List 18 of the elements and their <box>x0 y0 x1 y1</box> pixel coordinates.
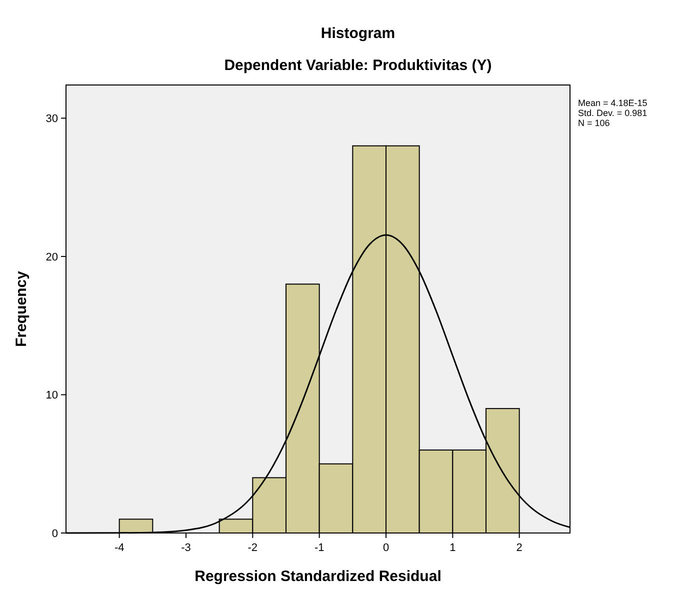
x-axis-title: Regression Standardized Residual <box>194 568 442 585</box>
x-tick-label: -4 <box>114 542 124 554</box>
y-tick-label: 20 <box>46 251 58 264</box>
x-tick-label: -3 <box>181 542 191 554</box>
y-axis-title: Frequency <box>13 270 30 347</box>
chart-subtitle: Dependent Variable: Produktivitas (Y) <box>224 57 492 74</box>
text: Mean = 4.18E-15 <box>578 98 648 108</box>
y-tick-label: 0 <box>52 528 58 540</box>
y-tick-label: 30 <box>46 113 58 126</box>
x-tick-label: 0 <box>382 542 390 554</box>
x-tick-label: 2 <box>516 542 522 554</box>
y-tick-label: 10 <box>46 390 58 402</box>
text: N = 106 <box>578 118 610 128</box>
text: Std. Dev. = 0.981 <box>578 108 648 118</box>
x-tick-label: -2 <box>248 542 258 554</box>
x-tick-label: -1 <box>314 542 324 554</box>
chart-title: Histogram <box>320 25 396 42</box>
x-tick-label: 1 <box>450 542 456 554</box>
